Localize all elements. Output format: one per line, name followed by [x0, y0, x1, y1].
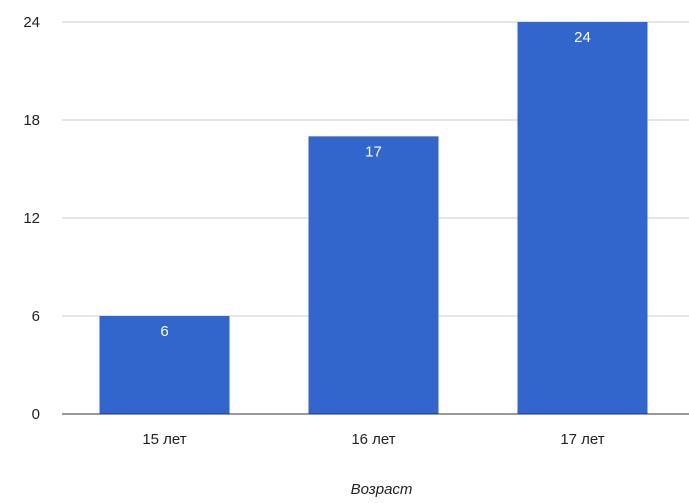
x-axis-title: Возраст — [351, 481, 413, 498]
y-tick-label: 12 — [23, 210, 40, 227]
x-axis-categories: 15 лет 16 лет 17 лет — [142, 431, 604, 448]
bar-data-label: 24 — [574, 29, 591, 46]
y-tick-label: 24 — [23, 14, 40, 31]
x-category-label: 17 лет — [560, 431, 604, 448]
bar — [517, 22, 648, 414]
x-category-label: 15 лет — [142, 431, 186, 448]
bar-data-label: 17 — [365, 143, 382, 160]
y-tick-label: 18 — [23, 112, 40, 129]
y-tick-label: 6 — [32, 308, 40, 325]
bar-data-label: 6 — [160, 323, 168, 340]
y-axis-ticks: 0 6 12 18 24 — [23, 14, 40, 423]
y-tick-label: 0 — [32, 406, 40, 423]
x-category-label: 16 лет — [351, 431, 395, 448]
bars: 6 17 24 — [99, 22, 648, 415]
bar — [308, 136, 439, 415]
bar — [99, 316, 230, 414]
